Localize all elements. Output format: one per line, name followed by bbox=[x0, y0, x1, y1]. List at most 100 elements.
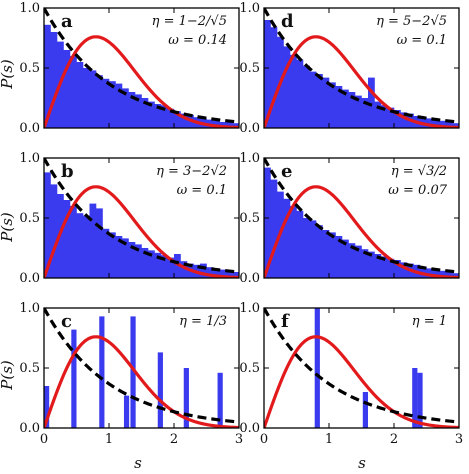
histogram-bar bbox=[89, 70, 97, 128]
histogram-bar bbox=[426, 268, 434, 278]
y-tick-label: 0.0 bbox=[239, 121, 260, 136]
histogram-bar bbox=[128, 92, 136, 128]
annotation-line-1: η = 5−2√5 bbox=[376, 14, 447, 29]
histogram-spike bbox=[99, 316, 105, 428]
x-axis-label-right: s bbox=[358, 454, 366, 472]
histogram-bar bbox=[361, 249, 369, 278]
histogram-bar bbox=[161, 255, 168, 278]
y-tick-label: 0.0 bbox=[19, 421, 40, 436]
y-tick-label: 0.5 bbox=[239, 211, 260, 226]
histogram-bar bbox=[128, 242, 136, 278]
poisson-curve bbox=[44, 8, 239, 124]
histogram-bar bbox=[283, 198, 291, 278]
histogram-bar bbox=[96, 75, 103, 128]
histogram-bar bbox=[102, 228, 110, 278]
histogram-bar bbox=[161, 105, 168, 128]
panel-letter: e bbox=[281, 161, 292, 182]
panel-a: 0.0 0.5 1.0 a η = 1−2/√5 ω = 0.14 bbox=[19, 1, 240, 136]
annotation-line-1: η = 1−2/√5 bbox=[152, 14, 227, 29]
panel-c: 0 1 2 3 0.0 0.5 1.0 c η = 1/3 bbox=[19, 301, 243, 447]
y-axis-label-middle: P(s) bbox=[0, 212, 16, 243]
y-tick-label: 0.5 bbox=[19, 361, 40, 376]
panel-grid: 0.0 0.5 1.0 a η = 1−2/√5 ω = 0.14 0.0 0.5 1.0 d η … bbox=[19, 1, 463, 447]
panel-f: 0 1 2 3 0.0 0.5 1.0 f η = 1 bbox=[239, 301, 463, 447]
panel-letter: c bbox=[61, 311, 72, 332]
histogram-bar bbox=[329, 82, 336, 128]
annotation-line-2: ω = 0.07 bbox=[388, 183, 447, 198]
histogram-spike bbox=[362, 392, 368, 428]
histogram-bar bbox=[342, 239, 349, 278]
y-tick-label: 1.0 bbox=[239, 301, 260, 316]
histogram-bar bbox=[446, 272, 453, 278]
x-tick-label: 3 bbox=[235, 432, 243, 447]
histogram-bar bbox=[335, 86, 343, 128]
histogram-bar bbox=[303, 218, 310, 278]
x-axis-label-left: s bbox=[134, 454, 142, 472]
histogram-spike bbox=[314, 308, 320, 428]
histogram-bar bbox=[452, 123, 459, 128]
histogram-bar bbox=[213, 268, 220, 278]
histogram-bar bbox=[109, 81, 116, 128]
histogram-spike bbox=[157, 352, 163, 428]
wigner-curve bbox=[264, 35, 459, 128]
histogram-bar bbox=[355, 245, 362, 278]
plot-area bbox=[44, 308, 239, 428]
y-axis-label-bottom: P(s) bbox=[0, 360, 16, 391]
histogram-bar bbox=[96, 208, 103, 278]
histogram-bar bbox=[381, 105, 388, 128]
y-tick-label: 1.0 bbox=[19, 1, 40, 16]
histogram-spike bbox=[217, 372, 223, 428]
poisson-curve bbox=[264, 8, 459, 124]
histogram-bar bbox=[368, 77, 375, 128]
histogram-bar bbox=[167, 257, 175, 278]
histogram-bar bbox=[167, 108, 175, 128]
poisson-curve bbox=[264, 308, 459, 424]
histogram-bar bbox=[174, 254, 181, 278]
annotation-line-1: η = 1/3 bbox=[179, 314, 227, 329]
y-tick-label: 0.0 bbox=[239, 271, 260, 286]
y-tick-label: 0.0 bbox=[239, 421, 260, 436]
y-tick-label: 0.5 bbox=[19, 211, 40, 226]
histogram-bar bbox=[219, 269, 227, 278]
plot-area bbox=[264, 158, 459, 278]
histogram-spike bbox=[183, 368, 189, 428]
histogram-bar bbox=[394, 260, 401, 278]
histogram-bar bbox=[270, 27, 278, 128]
histogram-bar bbox=[174, 111, 181, 128]
wigner-curve bbox=[44, 185, 239, 278]
histogram-bar bbox=[89, 203, 97, 278]
histogram-bar bbox=[63, 200, 71, 278]
panel-letter: a bbox=[61, 11, 73, 32]
x-tick-label: 1 bbox=[105, 432, 113, 447]
histogram-bar bbox=[374, 254, 382, 278]
histogram-bar bbox=[439, 270, 447, 278]
histogram-spike bbox=[412, 368, 418, 428]
histogram-bar bbox=[264, 167, 271, 278]
y-tick-label: 0.5 bbox=[19, 61, 40, 76]
histogram-bar bbox=[426, 118, 434, 128]
histogram-bar bbox=[232, 272, 239, 278]
histogram-bar bbox=[394, 110, 401, 128]
histogram-bar bbox=[44, 24, 51, 128]
histogram-bar bbox=[70, 56, 77, 128]
panel-e: 0.0 0.5 1.0 e η = √3/2 ω = 0.07 bbox=[239, 151, 460, 286]
wigner-curve bbox=[44, 335, 239, 428]
histogram-bar bbox=[342, 89, 349, 128]
annotation-line-2: ω = 0.14 bbox=[168, 33, 227, 48]
histogram-bar bbox=[63, 50, 71, 128]
histogram-bar bbox=[290, 206, 297, 278]
histogram-bar bbox=[135, 244, 142, 278]
histogram-bar bbox=[348, 92, 356, 128]
histogram-bar bbox=[206, 267, 214, 278]
histogram-bar bbox=[122, 88, 129, 128]
histogram-bar bbox=[232, 123, 239, 128]
histogram-bar bbox=[83, 68, 90, 128]
histogram-bar bbox=[381, 256, 388, 278]
histogram-bar bbox=[76, 62, 84, 128]
histogram-bar bbox=[154, 252, 162, 278]
histogram-bar bbox=[180, 113, 188, 128]
histogram-bar bbox=[76, 213, 84, 278]
histogram-bar bbox=[115, 236, 123, 278]
panel-letter: d bbox=[281, 11, 294, 32]
